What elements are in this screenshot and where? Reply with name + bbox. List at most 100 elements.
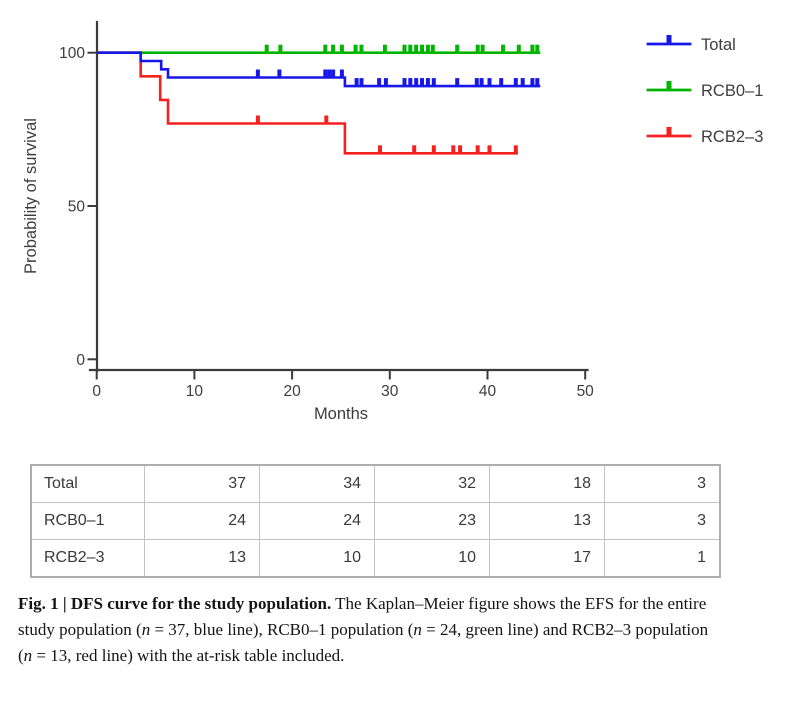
censor-tick: [323, 69, 328, 79]
censor-tick: [420, 44, 424, 54]
censor-tick: [458, 145, 463, 155]
censor-tick: [412, 145, 417, 155]
censor-tick: [474, 78, 479, 88]
censor-tick: [378, 145, 382, 155]
km-chart: 0 50 100 0 10 20 30 40 50 Months Probability of su…: [22, 20, 763, 423]
risk-cell: 1: [604, 539, 721, 578]
caption-bold-label: Fig. 1 | DFS curve for the study populat…: [18, 594, 332, 613]
censor-tick: [331, 69, 336, 79]
censor-tick: [408, 44, 413, 54]
censor-tick: [530, 78, 535, 88]
caption-segment: = 24, green line) and RCB2–3 population …: [18, 620, 709, 665]
risk-cell: 32: [374, 464, 490, 503]
censor-tick: [480, 44, 485, 54]
caption-italic-n: n: [413, 620, 422, 639]
censor-tick: [359, 44, 364, 54]
risk-row-label: Total: [30, 464, 145, 503]
censor-tick: [377, 78, 382, 88]
censor-tick: [359, 78, 364, 88]
censor-tick: [327, 69, 332, 79]
censor-tick: [430, 44, 435, 54]
y-axis-title: Probability of survival: [22, 118, 40, 274]
legend-key-censor-tick: [666, 35, 672, 45]
censor-tick: [425, 44, 430, 54]
risk-cell: 34: [259, 464, 375, 503]
censor-tick: [475, 44, 480, 54]
censor-tick: [402, 44, 407, 54]
survival-curve-rcb23: [96, 51, 518, 155]
censor-tick: [431, 78, 436, 88]
risk-row-label: RCB0–1: [30, 502, 145, 540]
risk-cell: 24: [144, 502, 260, 540]
censor-tick: [455, 78, 460, 88]
risk-row-label: RCB2–3: [30, 539, 145, 578]
censor-tick: [499, 78, 504, 88]
censor-tick: [520, 78, 525, 88]
x-tick-label: 0: [92, 383, 101, 400]
y-tick-label: 50: [68, 199, 86, 216]
at-risk-table: Total 37 34 32 18 3 RCB0–1 24 24 23 13 3…: [30, 464, 721, 578]
y-tick-label: 100: [59, 45, 85, 62]
censor-tick: [487, 145, 492, 155]
risk-cell: 13: [144, 539, 260, 578]
survival-curve-total: [96, 51, 541, 88]
censor-tick: [513, 78, 518, 88]
caption-segment: = 13, red line) with the at-risk table i…: [32, 646, 345, 665]
risk-cell: 13: [489, 502, 605, 540]
censor-tick: [455, 44, 460, 54]
censor-tick: [324, 115, 329, 125]
censor-tick: [277, 69, 282, 79]
caption-italic-n: n: [141, 620, 151, 639]
x-tick-label: 40: [479, 383, 497, 400]
caption-segment: The Kaplan–Meier figure shows the EFS fo…: [18, 594, 707, 639]
figure-caption: Fig. 1 | DFS curve for the study populat…: [18, 591, 718, 669]
caption-body: The Kaplan–Meier figure shows the EFS fo…: [18, 594, 708, 665]
censor-tick: [331, 44, 336, 54]
censor-tick: [255, 69, 260, 79]
censor-tick: [353, 44, 358, 54]
x-tick-label: 20: [283, 383, 301, 400]
risk-cell: 18: [489, 464, 605, 503]
censor-tick: [278, 44, 283, 54]
risk-cell: 23: [374, 502, 490, 540]
censor-tick: [513, 145, 518, 155]
legend-label: RCB0–1: [701, 82, 763, 100]
caption-italic-n: n: [23, 646, 33, 665]
censor-tick: [339, 44, 344, 54]
censor-tick: [255, 115, 260, 125]
censor-tick: [501, 44, 506, 54]
censor-tick: [535, 44, 540, 54]
censor-tick: [354, 78, 359, 88]
censor-tick: [414, 78, 419, 88]
x-tick-label: 50: [577, 383, 595, 400]
x-tick-label: 30: [381, 383, 399, 400]
risk-cell: 17: [489, 539, 605, 578]
risk-row-rcb23: RCB2–3 13 10 10 17 1: [30, 539, 721, 578]
censor-tick: [402, 78, 407, 88]
censor-tick: [516, 44, 521, 54]
censor-tick: [530, 44, 535, 54]
censor-tick: [487, 78, 492, 88]
risk-cell: 24: [259, 502, 375, 540]
censor-tick: [408, 78, 413, 88]
y-tick-label: 0: [76, 352, 85, 369]
censor-tick: [339, 69, 344, 79]
legend-key-censor-tick: [666, 127, 672, 137]
censor-tick: [264, 44, 269, 54]
censor-tick: [414, 44, 419, 54]
censor-tick: [479, 78, 484, 88]
legend-label: Total: [701, 36, 736, 54]
legend-key-censor-tick: [666, 81, 672, 91]
censor-tick: [382, 44, 387, 54]
censor-tick: [535, 78, 540, 88]
censor-tick: [383, 78, 388, 88]
risk-cell: 3: [604, 464, 721, 503]
censor-tick: [420, 78, 424, 88]
risk-row-rcb01: RCB0–1 24 24 23 13 3: [30, 502, 721, 540]
risk-cell: 10: [259, 539, 375, 578]
risk-cell: 37: [144, 464, 260, 503]
risk-cell: 3: [604, 502, 721, 540]
censor-tick: [323, 44, 328, 54]
risk-cell: 10: [374, 539, 490, 578]
